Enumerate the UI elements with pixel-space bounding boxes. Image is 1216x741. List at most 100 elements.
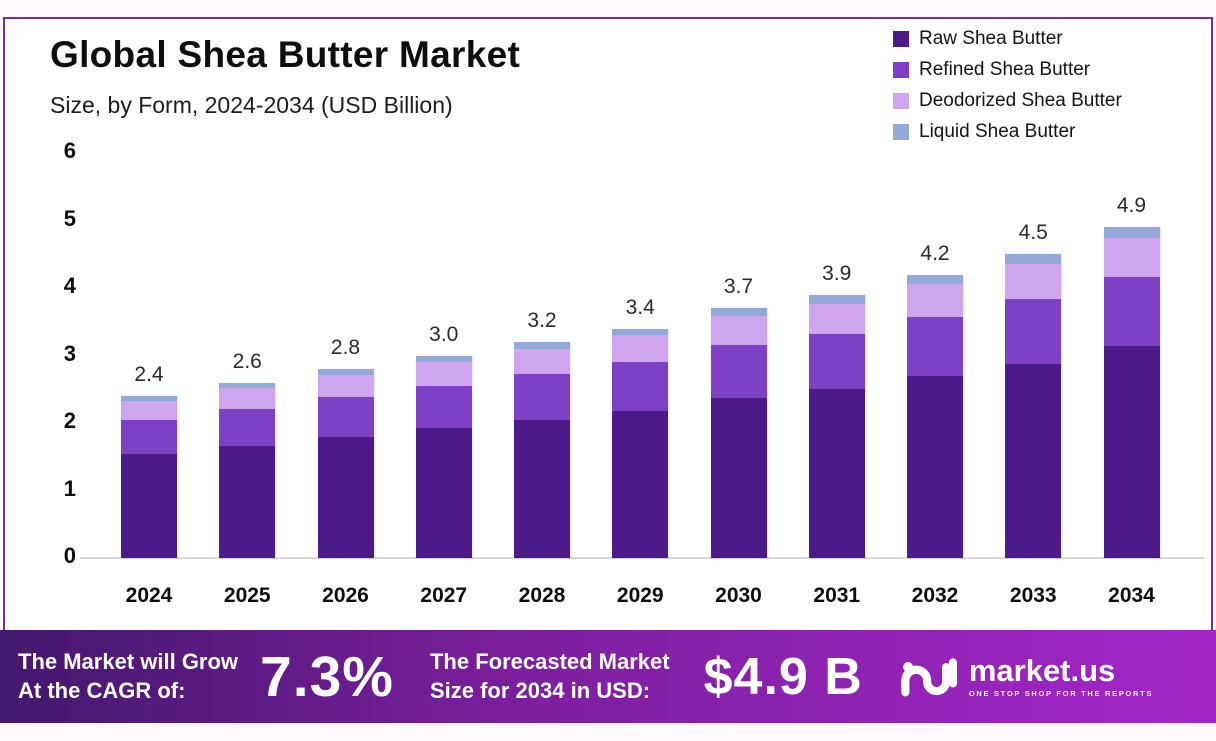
bar-segment-liquid bbox=[710, 308, 767, 317]
bar-segment-raw bbox=[514, 419, 570, 558]
stacked-bar bbox=[121, 396, 177, 558]
bar-segment-refined bbox=[612, 362, 669, 411]
legend: Raw Shea Butter Refined Shea Butter Deodor… bbox=[893, 28, 1122, 143]
x-axis-tick-label: 2034 bbox=[1108, 584, 1155, 607]
bar-segment-refined bbox=[219, 408, 276, 446]
bar-segment-raw bbox=[710, 398, 767, 558]
bar-segment-liquid bbox=[1103, 227, 1160, 239]
stacked-bar bbox=[710, 308, 767, 558]
bar-segment-deodorized bbox=[808, 303, 865, 334]
bar-segment-liquid bbox=[907, 274, 963, 284]
x-axis-tick-label: 2028 bbox=[518, 584, 566, 607]
forecast-label-line1: The Forecasted Market bbox=[429, 648, 670, 674]
x-axis-tick-label: 2024 bbox=[125, 584, 173, 607]
bar-segment-liquid bbox=[317, 369, 374, 376]
bar-segment-liquid bbox=[415, 355, 472, 363]
bar-segment-deodorized bbox=[612, 335, 669, 363]
y-axis-tick-label: 4 bbox=[63, 273, 76, 298]
chart-title: Global Shea Butter Market bbox=[50, 34, 521, 75]
bar-segment-raw bbox=[907, 376, 963, 558]
bar-segment-deodorized bbox=[710, 316, 767, 346]
bar-segment-refined bbox=[415, 385, 472, 429]
x-axis-tick-label: 2030 bbox=[715, 584, 762, 607]
bar-segment-deodorized bbox=[415, 362, 472, 386]
brand-tagline: ONE STOP SHOP FOR THE REPORTS bbox=[968, 689, 1154, 698]
bar-segment-refined bbox=[1005, 299, 1062, 364]
y-axis-tick-label: 3 bbox=[63, 340, 76, 366]
y-axis-tick-label: 0 bbox=[63, 543, 76, 568]
brand-text: market.us ONE STOP SHOP FOR THE REPORTS bbox=[969, 655, 1153, 698]
y-axis-tick-label: 5 bbox=[63, 205, 76, 231]
stacked-bar bbox=[514, 342, 570, 558]
bar-segment-raw bbox=[1005, 363, 1062, 558]
bar-total-label: 2.8 bbox=[330, 336, 361, 359]
market-us-logo-icon bbox=[901, 657, 957, 696]
bar-segment-raw bbox=[1103, 346, 1160, 558]
bar-segment-raw bbox=[415, 428, 472, 558]
bar-segment-raw bbox=[219, 445, 276, 558]
bar-segment-deodorized bbox=[317, 375, 374, 398]
footer-banner: The Market will Grow At the CAGR of: 7.3… bbox=[0, 630, 1216, 723]
bar-segment-liquid bbox=[808, 294, 865, 304]
chart-subtitle: Size, by Form, 2024-2034 (USD Billion) bbox=[50, 92, 453, 118]
x-axis-tick-label: 2025 bbox=[223, 584, 271, 607]
stacked-bar bbox=[1005, 254, 1062, 558]
bar-segment-deodorized bbox=[907, 283, 963, 318]
legend-swatch bbox=[893, 93, 909, 109]
bar-total-label: 3.7 bbox=[723, 275, 754, 299]
forecast-label-line2: Size for 2034 in USD: bbox=[429, 677, 651, 703]
bar-segment-raw bbox=[317, 437, 374, 558]
bar-total-label: 4.5 bbox=[1018, 221, 1048, 245]
y-axis-tick-label: 1 bbox=[63, 475, 76, 501]
stacked-bar bbox=[808, 294, 865, 558]
bar-segment-deodorized bbox=[121, 401, 177, 421]
bar-total-label: 4.9 bbox=[1116, 194, 1147, 218]
x-axis-tick-label: 2032 bbox=[911, 584, 959, 607]
legend-item: Raw Shea Butter bbox=[893, 28, 1122, 50]
legend-item-label: Liquid Shea Butter bbox=[919, 121, 1076, 142]
bar-total-label: 3.0 bbox=[429, 322, 459, 346]
bar-segment-liquid bbox=[612, 328, 669, 336]
legend-item: Deodorized Shea Butter bbox=[893, 90, 1122, 112]
cagr-label-line2: At the CAGR of: bbox=[18, 677, 186, 703]
y-axis-tick-label: 2 bbox=[63, 408, 76, 433]
bar-segment-refined bbox=[710, 345, 767, 399]
x-axis-tick-label: 2026 bbox=[322, 584, 369, 607]
legend-swatch bbox=[893, 31, 909, 47]
x-axis-tick-label: 2027 bbox=[420, 584, 468, 607]
bar-segment-refined bbox=[1103, 276, 1160, 347]
bar-total-label: 3.4 bbox=[625, 295, 655, 319]
stacked-bar bbox=[415, 355, 472, 558]
stacked-bar bbox=[907, 274, 963, 558]
legend-item: Liquid Shea Butter bbox=[893, 121, 1122, 143]
legend-swatch bbox=[893, 124, 909, 140]
x-axis-line bbox=[80, 557, 1204, 559]
cagr-value: 7.3% bbox=[260, 644, 394, 709]
stacked-bar bbox=[1103, 227, 1160, 558]
cagr-label: The Market will Grow At the CAGR of: bbox=[18, 648, 238, 705]
bar-segment-liquid bbox=[219, 382, 276, 388]
bar-segment-deodorized bbox=[219, 387, 276, 409]
bar-segment-deodorized bbox=[514, 348, 570, 374]
bar-segment-refined bbox=[907, 317, 963, 377]
forecast-value: $4.9 B bbox=[703, 647, 863, 706]
cagr-label-line1: The Market will Grow bbox=[18, 648, 239, 674]
brand-name: market.us bbox=[968, 653, 1116, 688]
stacked-bar bbox=[219, 382, 276, 558]
legend-item: Refined Shea Butter bbox=[893, 59, 1122, 81]
bar-segment-liquid bbox=[514, 342, 570, 349]
y-axis-tick-label: 6 bbox=[63, 138, 76, 163]
x-axis-tick-label: 2031 bbox=[813, 584, 861, 607]
bar-segment-refined bbox=[514, 373, 570, 420]
stacked-bar bbox=[317, 369, 374, 558]
x-axis-tick-label: 2033 bbox=[1009, 584, 1057, 607]
bar-segment-refined bbox=[317, 397, 374, 438]
bar-total-label: 4.2 bbox=[920, 241, 950, 265]
bar-total-label: 3.2 bbox=[527, 309, 557, 332]
bar-segment-raw bbox=[612, 410, 669, 558]
bar-segment-deodorized bbox=[1005, 264, 1062, 300]
bar-segment-liquid bbox=[1005, 254, 1062, 265]
legend-swatch bbox=[893, 62, 909, 78]
bar-segment-liquid bbox=[121, 396, 177, 402]
